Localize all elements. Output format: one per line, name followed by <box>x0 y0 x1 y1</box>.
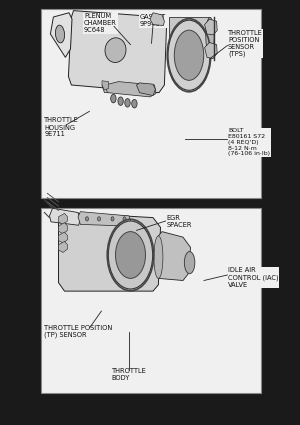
Ellipse shape <box>168 20 210 91</box>
Polygon shape <box>105 82 156 97</box>
Polygon shape <box>136 83 155 96</box>
Text: EGR
SPACER: EGR SPACER <box>167 215 192 228</box>
Polygon shape <box>102 81 109 90</box>
Text: THROTTLE
HOUSING
9E711: THROTTLE HOUSING 9E711 <box>44 117 79 138</box>
Ellipse shape <box>108 221 153 289</box>
Polygon shape <box>78 212 130 226</box>
Polygon shape <box>58 212 160 291</box>
Bar <box>40 208 261 393</box>
Polygon shape <box>205 42 217 59</box>
Ellipse shape <box>154 236 163 278</box>
Ellipse shape <box>98 217 100 221</box>
Ellipse shape <box>174 30 204 80</box>
Ellipse shape <box>111 217 114 221</box>
Ellipse shape <box>184 252 195 274</box>
Ellipse shape <box>132 99 137 108</box>
Polygon shape <box>156 232 190 280</box>
Text: THROTTLE POSITION
(TP) SENSOR: THROTTLE POSITION (TP) SENSOR <box>44 325 113 338</box>
Ellipse shape <box>206 17 214 55</box>
Ellipse shape <box>118 97 123 105</box>
Ellipse shape <box>123 217 126 221</box>
Ellipse shape <box>125 99 130 107</box>
Ellipse shape <box>56 25 64 43</box>
Polygon shape <box>205 19 217 35</box>
Polygon shape <box>58 223 68 234</box>
Ellipse shape <box>105 38 126 62</box>
Text: PLENUM
CHAMBER
9C648: PLENUM CHAMBER 9C648 <box>84 13 117 34</box>
Text: THROTTLE
BODY: THROTTLE BODY <box>112 368 146 381</box>
Text: BOLT
E80161 S72
(4 REQ'D)
8-12 N·m
(76-106 in·lb): BOLT E80161 S72 (4 REQ'D) 8-12 N·m (76-1… <box>228 128 270 156</box>
Polygon shape <box>58 241 68 252</box>
Text: IDLE AIR
CONTROL (IAC)
VALVE: IDLE AIR CONTROL (IAC) VALVE <box>228 267 279 288</box>
Text: GASKET
9P948: GASKET 9P948 <box>140 14 166 27</box>
Bar <box>40 8 261 198</box>
Text: THROTTLE
POSITION
SENSOR
(TPS): THROTTLE POSITION SENSOR (TPS) <box>228 30 263 57</box>
Polygon shape <box>58 232 68 243</box>
Ellipse shape <box>85 217 88 221</box>
Polygon shape <box>58 213 68 224</box>
Polygon shape <box>169 17 210 55</box>
Ellipse shape <box>116 232 146 278</box>
Polygon shape <box>68 11 167 93</box>
Polygon shape <box>102 85 131 93</box>
Polygon shape <box>150 13 164 26</box>
Ellipse shape <box>111 94 116 103</box>
Polygon shape <box>50 13 72 57</box>
Polygon shape <box>50 208 80 225</box>
